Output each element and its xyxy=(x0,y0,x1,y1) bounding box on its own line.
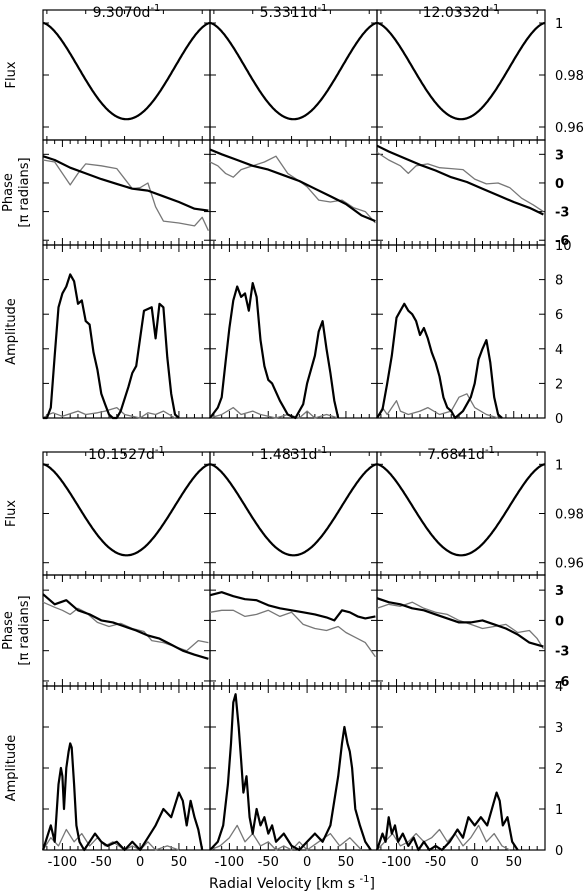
amplitude-mean-line xyxy=(209,693,372,852)
y-tick-label: -3 xyxy=(555,206,569,221)
phase-panel-frame xyxy=(376,574,546,687)
flux-panel-frame xyxy=(42,9,211,141)
row-label-phase-units: [π radians] xyxy=(17,157,32,227)
x-tick-label: -100 xyxy=(215,855,245,870)
x-tick-label: 50 xyxy=(505,855,522,870)
y-tick-label: 4 xyxy=(555,680,563,695)
y-tick-label: 10 xyxy=(555,239,572,254)
y-tick-label: 1 xyxy=(555,17,563,32)
row-label-phase: Phase xyxy=(1,173,16,212)
y-tick-label: 0 xyxy=(555,844,563,859)
row-label-phase-units: [π radians] xyxy=(17,595,32,665)
x-tick-label: 0 xyxy=(471,855,479,870)
y-tick-label: 2 xyxy=(555,377,563,392)
row-label-flux: Flux xyxy=(4,500,19,527)
amplitude-sample-line xyxy=(376,824,511,851)
phase-sample-line xyxy=(209,155,376,224)
x-tick-label: 50 xyxy=(171,855,188,870)
y-tick-label: 6 xyxy=(555,308,563,323)
flux-line xyxy=(376,21,546,121)
y-tick-label: -6 xyxy=(555,675,569,690)
y-tick-label: 0.98 xyxy=(555,69,584,84)
phase-panel-frame xyxy=(209,574,378,687)
y-tick-label: 3 xyxy=(555,721,563,736)
amplitude-mean-line xyxy=(41,742,204,852)
panel-frequency-title: 12.0332d-1 xyxy=(423,3,500,21)
y-tick-label: 0.98 xyxy=(555,508,584,523)
amplitude-sample-line xyxy=(42,828,180,851)
y-tick-label: 0 xyxy=(555,412,563,427)
flux-line xyxy=(42,463,211,557)
x-axis-label: Radial Velocity [km s -1] xyxy=(209,874,375,892)
panel-frequency-title: 5.3311d-1 xyxy=(260,3,328,21)
x-tick-label: -100 xyxy=(382,855,412,870)
amplitude-sample-line xyxy=(42,406,176,419)
flux-line xyxy=(209,21,378,121)
amp-panel-frame xyxy=(376,244,546,419)
y-tick-label: 2 xyxy=(555,762,563,777)
phase-panel-frame xyxy=(376,139,546,246)
y-tick-label: 3 xyxy=(555,584,564,599)
y-tick-label: 0.96 xyxy=(555,121,584,136)
amp-panel-frame xyxy=(376,685,546,851)
row-label-flux: Flux xyxy=(4,61,19,88)
x-tick-label: -50 xyxy=(91,855,112,870)
x-tick-label: 0 xyxy=(303,855,311,870)
x-tick-label: 0 xyxy=(136,855,144,870)
flux-line xyxy=(376,463,546,557)
y-tick-label: 8 xyxy=(555,274,563,289)
amplitude-mean-line xyxy=(376,302,503,420)
y-tick-label: 4 xyxy=(555,343,563,358)
y-tick-label: 0 xyxy=(555,614,564,629)
flux-panel-frame xyxy=(209,9,378,141)
phase-mean-line xyxy=(42,593,209,660)
flux-panel-frame xyxy=(42,451,211,576)
row-label-amplitude: Amplitude xyxy=(4,735,19,802)
x-tick-label: -100 xyxy=(48,855,78,870)
amplitude-sample-line xyxy=(209,824,362,851)
x-tick-label: -50 xyxy=(258,855,279,870)
amplitude-sample-line xyxy=(376,393,499,419)
flux-line xyxy=(209,463,378,557)
phase-mean-line xyxy=(209,591,376,622)
phase-sample-line xyxy=(209,609,376,658)
phase-panel-frame xyxy=(42,574,211,687)
amplitude-mean-line xyxy=(43,273,180,420)
y-tick-label: -3 xyxy=(555,645,569,660)
flux-panel-frame xyxy=(376,451,546,576)
phase-sample-line xyxy=(376,601,544,650)
panel-frequency-title: 1.4831d-1 xyxy=(260,445,328,463)
y-tick-label: 1 xyxy=(555,458,563,473)
amplitude-mean-line xyxy=(375,791,519,852)
phase-sample-line xyxy=(376,151,544,213)
y-tick-label: -6 xyxy=(555,234,569,249)
flux-line xyxy=(42,21,211,121)
x-tick-label: 50 xyxy=(338,855,355,870)
row-label-amplitude: Amplitude xyxy=(4,298,19,365)
phase-mean-line xyxy=(376,597,544,648)
flux-panel-frame xyxy=(209,451,378,576)
y-tick-label: 0.96 xyxy=(555,557,584,572)
amp-panel-frame xyxy=(42,685,211,851)
phase-mean-line xyxy=(376,144,544,216)
phase-sample-line xyxy=(42,159,209,231)
panel-frequency-title: 7.6841d-1 xyxy=(427,445,495,463)
phase-panel-frame xyxy=(42,139,211,246)
amp-panel-frame xyxy=(209,244,378,419)
amplitude-sample-line xyxy=(209,406,339,419)
flux-panel-frame xyxy=(376,9,546,141)
panel-frequency-title: 10.1527d-1 xyxy=(88,445,165,463)
y-tick-label: 1 xyxy=(555,803,563,818)
panel-frequency-title: 9.3070d-1 xyxy=(93,3,161,21)
y-tick-label: 0 xyxy=(555,177,564,192)
phase-mean-line xyxy=(42,155,209,212)
phase-mean-line xyxy=(209,148,376,223)
x-tick-label: -50 xyxy=(425,855,446,870)
row-label-phase: Phase xyxy=(1,611,16,650)
amplitude-mean-line xyxy=(209,282,340,420)
phase-panel-frame xyxy=(209,139,378,246)
y-tick-label: 3 xyxy=(555,148,564,163)
